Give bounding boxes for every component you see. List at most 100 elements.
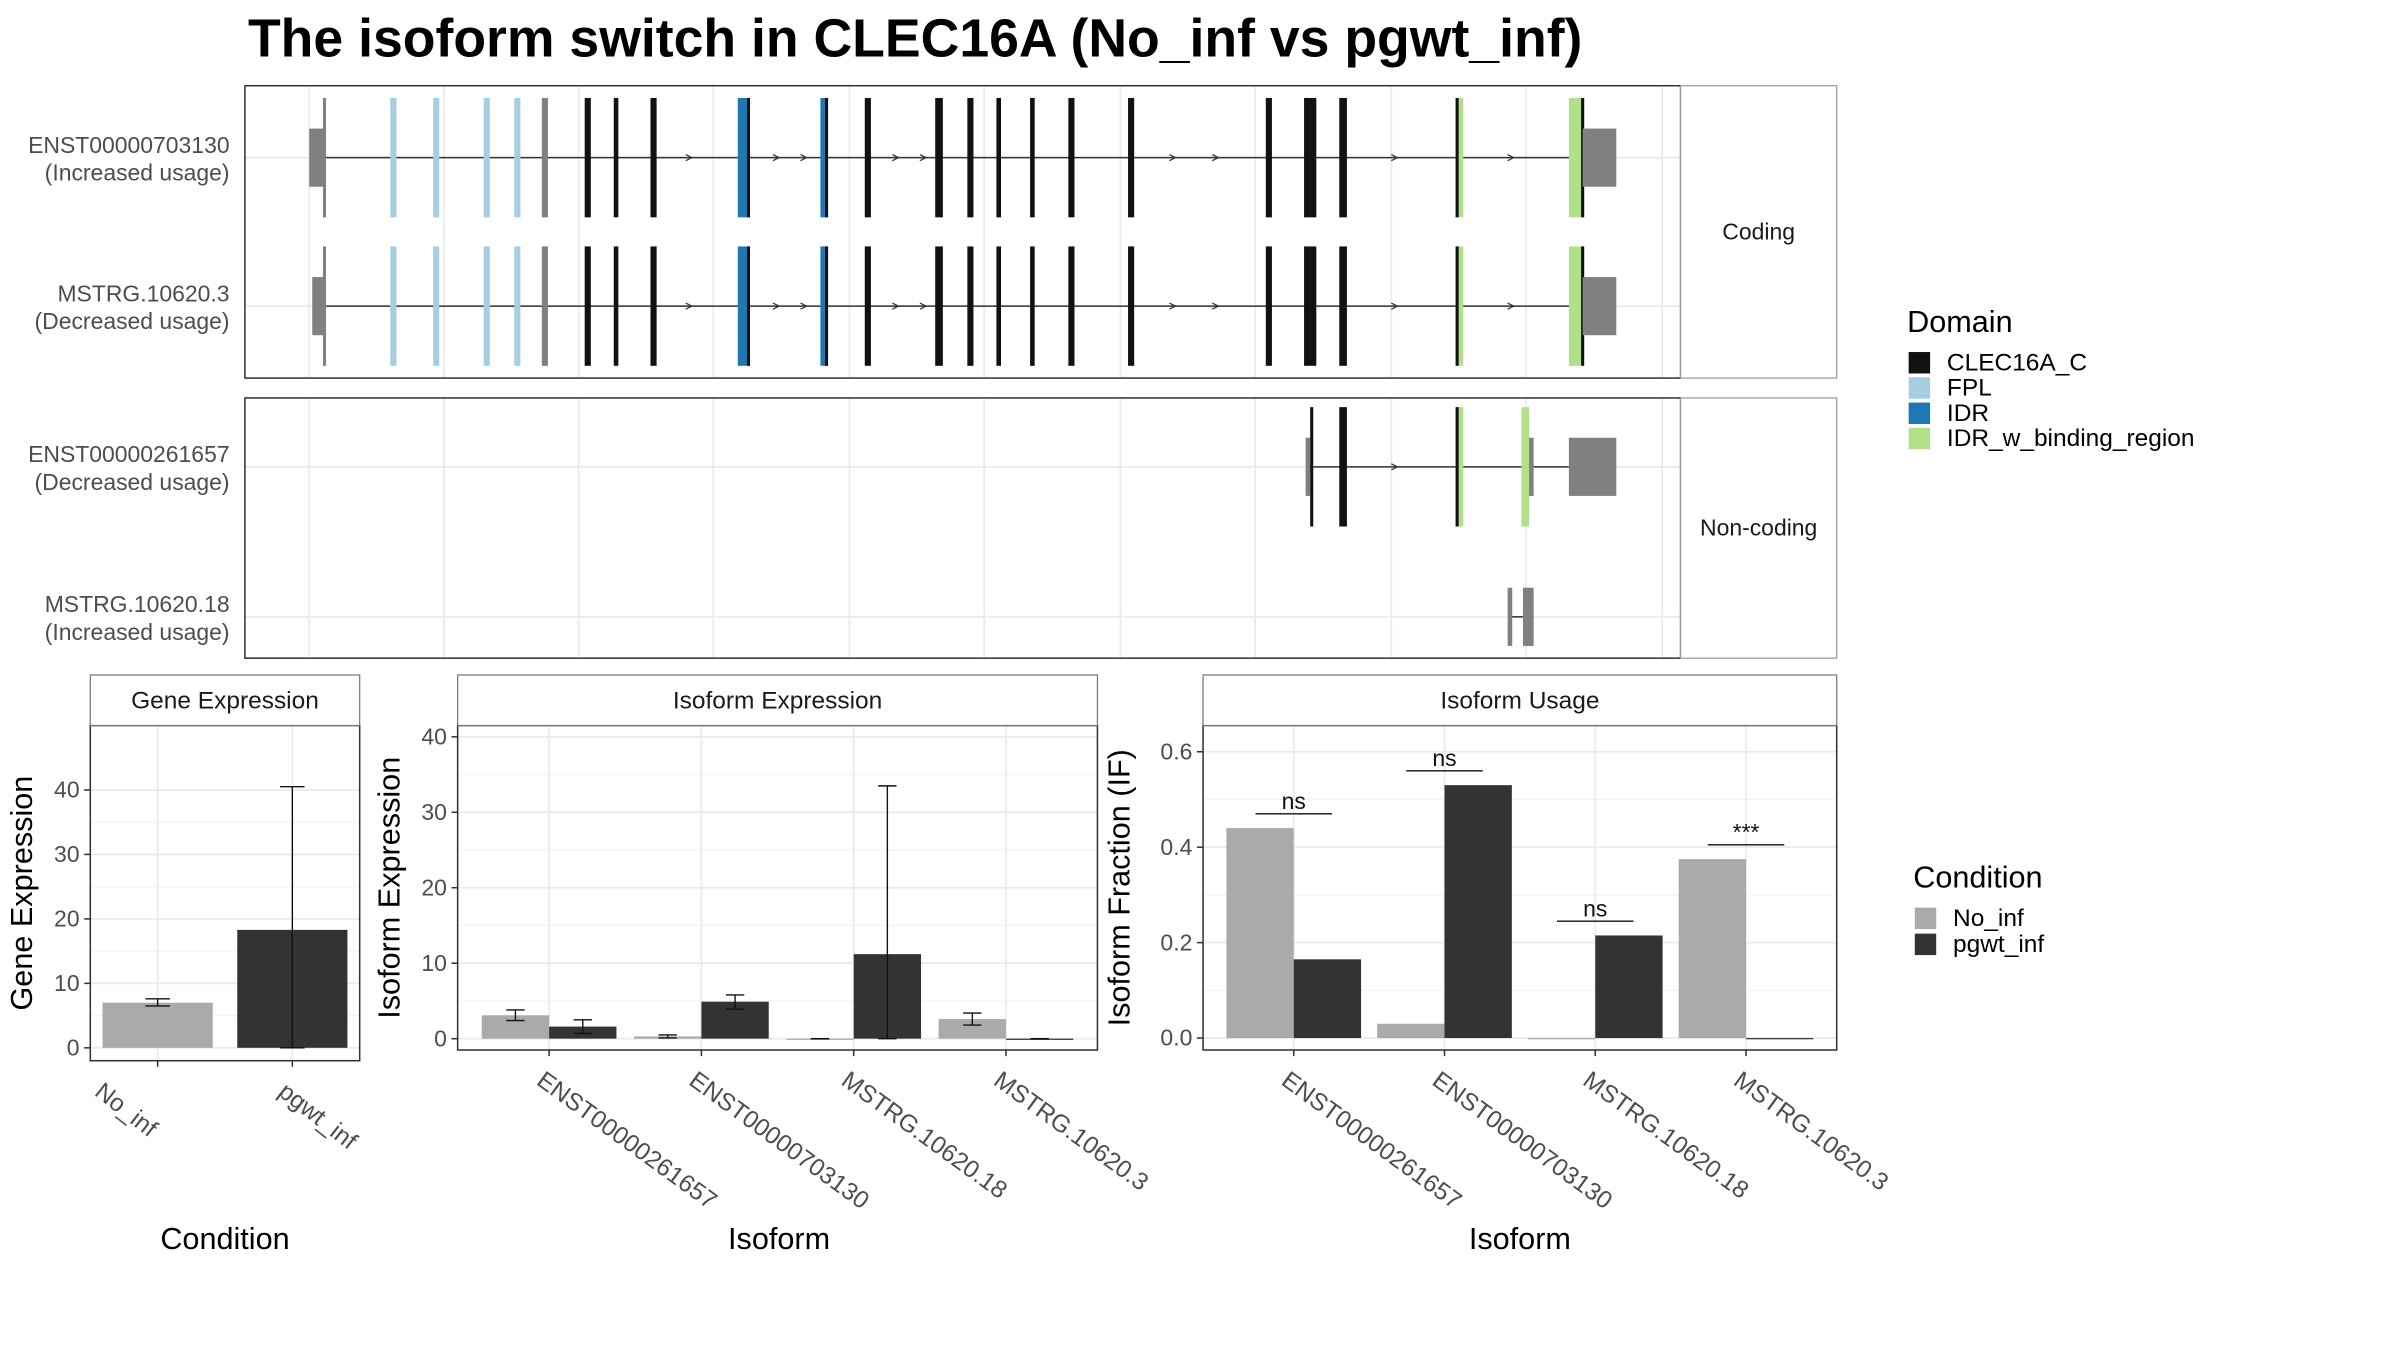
exon-enst00000703130-2 (433, 97, 440, 218)
isoform-usage-bar-no-inf-mstrg-10620-18 (1527, 1038, 1596, 1040)
exon-enst00000703130-6 (584, 97, 591, 218)
exon-enst00000703130-9-edge (746, 97, 750, 218)
utr-5prime-enst00000261657 (1305, 437, 1311, 496)
gene-expression-ylabel: Gene Expression (5, 776, 39, 1011)
exon-enst00000703130-22 (1568, 97, 1585, 218)
isoform-expression-ytick-label-1: 10 (421, 950, 447, 976)
exon-enst00000703130-15 (1030, 97, 1035, 218)
exon-mstrg-10620-3-12 (935, 246, 943, 366)
strand-arrow-mstrg-10620-3-0 (685, 302, 694, 310)
strand-arrow-enst00000703130-5 (1169, 154, 1177, 162)
isoform-usage-xlabel: Isoform (1469, 1222, 1571, 1256)
strand-arrow-enst00000703130-4 (919, 154, 928, 162)
gene-expression-ytick-label-3: 30 (54, 841, 80, 867)
isoform-expression-strip-title: Isoform Expression (673, 688, 882, 715)
isoform-usage-bar-no-inf-mstrg-10620-3 (1678, 859, 1747, 1039)
legend-domain-label-idr: IDR (1947, 400, 1989, 427)
transcript-label-mstrg-10620-3: MSTRG.10620.3 (57, 281, 229, 307)
exon-mstrg-10620-3-11 (864, 246, 871, 366)
legend-domain-swatch-clec16a-c (1908, 352, 1931, 374)
isoform-expression-panel: Isoform Expression 0 10 20 30 40 Isoform Expre… (372, 674, 1153, 1256)
strand-arrow-enst00000703130-3 (892, 154, 900, 162)
gene-expression-strip-title: Gene Expression (131, 688, 319, 715)
exon-enst00000261657-1 (1339, 407, 1347, 527)
exon-enst00000261657-0 (1310, 407, 1314, 527)
isoform-expression-xlabel: Isoform (728, 1222, 830, 1256)
legend-condition-label-no-inf: No_inf (1953, 905, 2024, 932)
isoform-expression-ytick-label-0: 0 (434, 1025, 447, 1051)
isoform-usage-ytick-label-1: 0.2 (1160, 929, 1192, 955)
exon-mstrg-10620-3-0 (322, 246, 327, 366)
exon-enst00000703130-16 (1068, 97, 1075, 218)
exon-enst00000703130-9 (737, 97, 750, 218)
transcript-structure-panel: CodingNon-codingENST00000703130(Increase… (28, 84, 1838, 659)
isoform-usage-bar-pgwt-inf-enst00000703130 (1444, 785, 1512, 1039)
exon-enst00000703130-14 (996, 97, 1002, 218)
exon-enst00000703130-12 (935, 97, 943, 218)
isoform-usage-strip-title: Isoform Usage (1440, 688, 1599, 715)
exon-mstrg-10620-3-1 (390, 246, 397, 366)
exon-mstrg-10620-3-10-edge (824, 246, 829, 366)
transcript-usage-label-enst00000261657: (Decreased usage) (35, 469, 230, 495)
gene-expression-strip (89, 674, 361, 727)
facet-label-non-coding: Non-coding (1700, 515, 1817, 541)
legend-condition-title: Condition (1913, 861, 2042, 895)
exon-mstrg-10620-3-13 (967, 246, 974, 366)
exon-mstrg-10620-3-4 (514, 246, 521, 366)
isoform-usage-significance-label-0: ns (1282, 788, 1306, 814)
exon-mstrg-10620-3-8 (650, 246, 657, 366)
gene-expression-ytick-label-1: 10 (54, 970, 80, 996)
exon-mstrg-10620-3-2 (433, 246, 440, 366)
exon-mstrg-10620-3-20 (1339, 246, 1347, 366)
isoform-usage-bar-pgwt-inf-enst00000261657 (1293, 959, 1362, 1039)
exon-enst00000703130-8 (650, 97, 657, 218)
exon-enst00000703130-18 (1265, 97, 1272, 218)
strand-arrow-enst00000703130-7 (1391, 154, 1399, 162)
exon-enst00000703130-21-edge (1455, 97, 1459, 218)
transcript-label-mstrg-10620-18: MSTRG.10620.18 (45, 591, 230, 617)
exon-mstrg-10620-3-15 (1030, 246, 1035, 366)
utr-5prime-mstrg-10620-3 (312, 277, 323, 336)
legend-domain-title: Domain (1907, 305, 2012, 339)
isoform-expression-bar-no-inf-mstrg-10620-3 (938, 1019, 1006, 1039)
transcript-usage-label-mstrg-10620-18: (Increased usage) (45, 619, 230, 645)
legend-condition-swatch-no-inf (1914, 907, 1937, 930)
exon-enst00000703130-4 (514, 97, 521, 218)
exon-enst00000261657-2-edge (1455, 407, 1459, 527)
legend-condition-swatch-pgwt-inf (1914, 933, 1937, 956)
exon-mstrg-10620-3-7 (613, 246, 619, 366)
exon-enst00000703130-3 (483, 97, 490, 218)
legend-condition-label-pgwt-inf: pgwt_inf (1953, 931, 2044, 958)
utr-3prime-mstrg-10620-18 (1522, 587, 1534, 646)
strand-arrow-enst00000703130-8 (1507, 154, 1516, 162)
transcript-usage-label-mstrg-10620-3: (Decreased usage) (35, 308, 230, 334)
legend-domain-label-fpl: FPL (1947, 375, 1992, 402)
isoform-expression-xtick-label-mstrg-10620-18: MSTRG.10620.18 (836, 1067, 1011, 1205)
isoform-expression-ytick-label-2: 20 (421, 874, 447, 900)
gene-expression-bar-no-inf (102, 1002, 213, 1048)
exon-mstrg-10620-3-18 (1265, 246, 1272, 366)
exon-enst00000703130-19 (1304, 97, 1317, 218)
isoform-usage-ylabel: Isoform Fraction (IF) (1103, 749, 1137, 1026)
isoform-usage-bar-no-inf-enst00000703130 (1377, 1023, 1445, 1039)
transcript-usage-label-enst00000703130: (Increased usage) (45, 160, 230, 186)
isoform-usage-significance-label-2: ns (1583, 896, 1607, 922)
exon-mstrg-10620-3-14 (996, 246, 1002, 366)
strand-arrow-enst00000703130-6 (1211, 154, 1220, 162)
exon-enst00000261657-3-utr (1529, 437, 1534, 496)
exon-enst00000703130-13 (967, 97, 974, 218)
legend-domain-swatch-idr (1908, 402, 1931, 424)
exon-mstrg-10620-3-6 (584, 246, 591, 366)
isoform-usage-bar-pgwt-inf-mstrg-10620-3 (1746, 1038, 1814, 1040)
exon-mstrg-10620-3-16 (1068, 246, 1075, 366)
exon-enst00000703130-10 (820, 97, 829, 218)
exon-enst00000703130-10-edge (824, 97, 829, 218)
strand-arrow-mstrg-10620-3-7 (1391, 302, 1399, 310)
gene-expression-xlabel: Condition (160, 1222, 289, 1256)
transcript-label-enst00000703130: ENST00000703130 (28, 132, 230, 158)
exon-enst00000261657-3 (1521, 407, 1530, 527)
facet-strip-coding (1679, 85, 1838, 379)
legend-domain-swatch-fpl (1908, 377, 1931, 399)
utr-5prime-mstrg-10620-18 (1507, 587, 1513, 646)
